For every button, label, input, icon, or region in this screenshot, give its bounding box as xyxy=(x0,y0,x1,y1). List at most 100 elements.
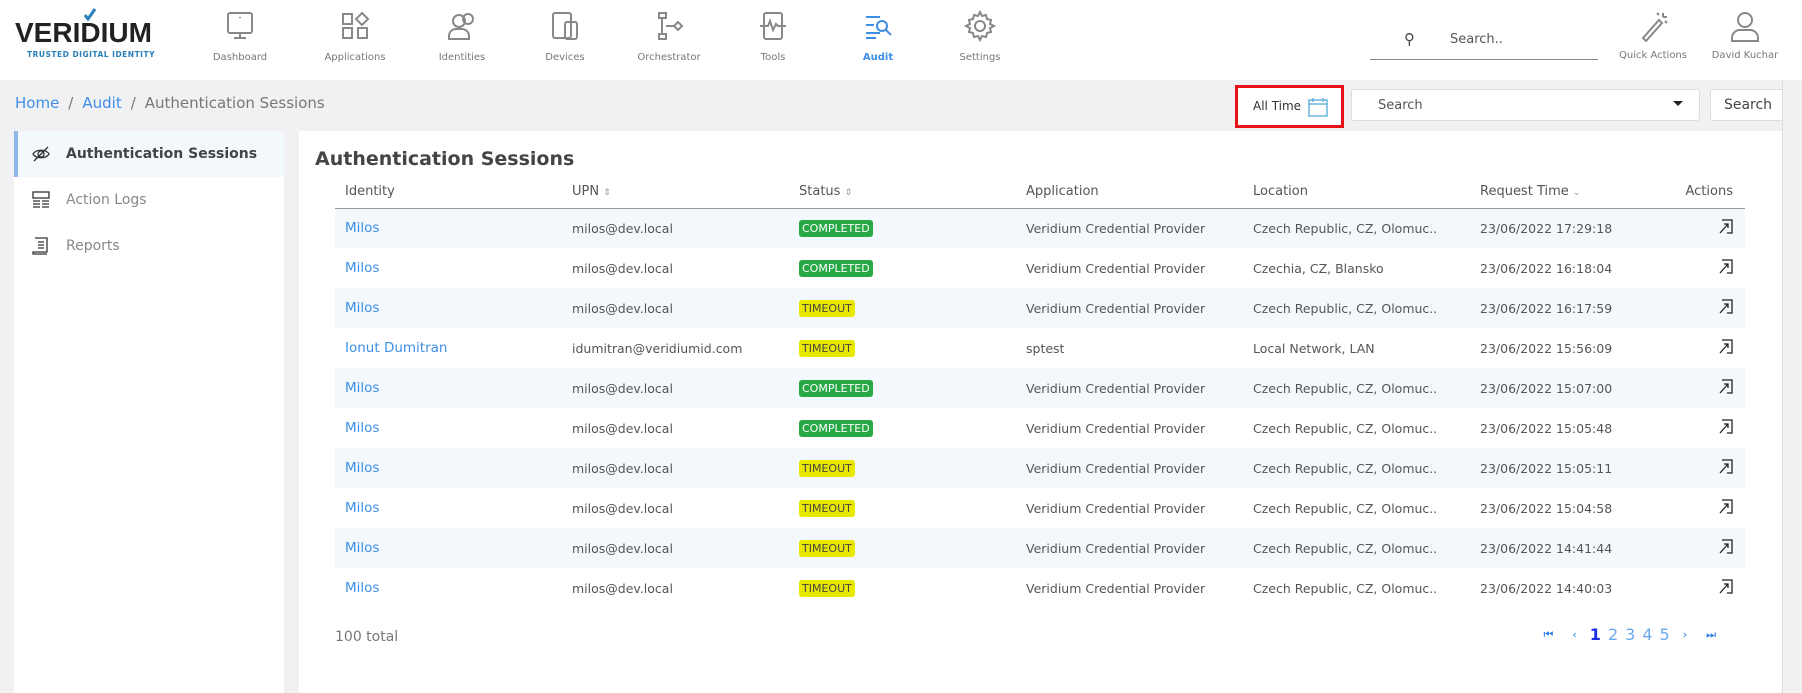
sort-desc-icon[interactable]: ⌄ xyxy=(1572,187,1581,198)
prev-page-icon[interactable]: ‹ xyxy=(1572,628,1577,641)
table-row: Milos milos@dev.local TIMEOUT Veridium C… xyxy=(335,288,1745,328)
application-cell: Veridium Credential Provider xyxy=(1016,528,1243,568)
status-badge: COMPLETED xyxy=(799,379,873,397)
col-status[interactable]: Status ⇕ xyxy=(789,175,1016,209)
status-badge: COMPLETED xyxy=(799,219,873,237)
open-details-icon[interactable] xyxy=(1719,499,1733,514)
status-cell: TIMEOUT xyxy=(789,288,1016,328)
report-icon xyxy=(32,237,48,255)
identity-link[interactable]: Milos xyxy=(335,288,562,328)
request-time-cell: 23/06/2022 16:18:04 xyxy=(1480,260,1613,276)
identity-link[interactable]: Milos xyxy=(335,528,562,568)
open-details-icon[interactable] xyxy=(1719,579,1733,594)
sidebar-item-action-logs[interactable]: Action Logs xyxy=(14,177,284,223)
upn-cell: milos@dev.local xyxy=(572,260,673,276)
nav-orchestrator[interactable]: Orchestrator xyxy=(619,10,719,63)
location-cell: Czech Republic, CZ, Olomuc.. xyxy=(1243,208,1470,248)
open-details-icon[interactable] xyxy=(1719,459,1733,474)
table-row: Milos milos@dev.local COMPLETED Veridium… xyxy=(335,208,1745,248)
search-button[interactable]: Search xyxy=(1710,89,1786,121)
breadcrumb: Home / Audit / Authentication Sessions xyxy=(15,94,325,112)
open-details-icon[interactable] xyxy=(1719,259,1733,274)
nav-audit[interactable]: Audit xyxy=(828,10,928,63)
actions-cell xyxy=(1650,248,1745,288)
breadcrumb-audit[interactable]: Audit xyxy=(82,94,122,112)
sidebar: Authentication Sessions Action Logs Repo… xyxy=(14,131,284,693)
identity-link[interactable]: Milos xyxy=(345,500,380,516)
identity-link[interactable]: Milos xyxy=(345,580,380,596)
application-cell: Veridium Credential Provider xyxy=(1016,448,1243,488)
nav-applications[interactable]: Applications xyxy=(305,10,405,63)
nav-dashboard[interactable]: Dashboard xyxy=(190,10,290,63)
table-row: Milos milos@dev.local COMPLETED Veridium… xyxy=(335,368,1745,408)
time-range-picker[interactable]: All Time xyxy=(1235,85,1344,128)
identity-link[interactable]: Milos xyxy=(335,368,562,408)
request-time-cell: 23/06/2022 14:40:03 xyxy=(1480,580,1613,596)
col-location: Location xyxy=(1243,175,1470,209)
eye-slash-icon xyxy=(32,146,50,162)
table-row: Milos milos@dev.local COMPLETED Veridium… xyxy=(335,408,1745,448)
upn-cell: milos@dev.local xyxy=(572,580,673,596)
top-header: VERIDIUM TRUSTED DIGITAL IDENTITY Dashbo… xyxy=(0,0,1802,80)
status-cell: TIMEOUT xyxy=(789,528,1016,568)
identity-link[interactable]: Ionut Dumitran xyxy=(345,340,448,356)
request-time-cell: 23/06/2022 16:17:59 xyxy=(1470,288,1650,328)
breadcrumb-home[interactable]: Home xyxy=(15,94,60,112)
search-icon: ⚲ xyxy=(1404,30,1415,48)
application-cell: Veridium Credential Provider xyxy=(1016,288,1243,328)
user-menu-button[interactable]: David Kuchar xyxy=(1700,10,1790,61)
location-cell: Czech Republic, CZ, Olomuc.. xyxy=(1253,580,1438,596)
nav-settings[interactable]: Settings xyxy=(930,10,1030,63)
last-page-icon[interactable]: ⏭ xyxy=(1706,627,1716,641)
application-cell: sptest xyxy=(1026,340,1065,356)
application-cell: Veridium Credential Provider xyxy=(1026,580,1206,596)
header-search-input[interactable]: ⚲ Search.. xyxy=(1370,24,1598,60)
identity-link[interactable]: Milos xyxy=(335,208,562,248)
location-cell: Czech Republic, CZ, Olomuc.. xyxy=(1253,420,1438,436)
table-row: Milos milos@dev.local TIMEOUT Veridium C… xyxy=(335,488,1745,528)
page-4[interactable]: 4 xyxy=(1642,625,1653,644)
status-badge: TIMEOUT xyxy=(799,579,855,597)
identity-link[interactable]: Milos xyxy=(345,260,380,276)
status-badge: TIMEOUT xyxy=(799,339,855,357)
page-2[interactable]: 2 xyxy=(1607,625,1619,644)
sort-icon[interactable]: ⇕ xyxy=(603,187,611,198)
open-details-icon[interactable] xyxy=(1719,339,1733,354)
identity-link[interactable]: Milos xyxy=(335,448,562,488)
identity-link[interactable]: Milos xyxy=(345,420,380,436)
nav-identities[interactable]: Identities xyxy=(412,10,512,63)
application-cell: Veridium Credential Provider xyxy=(1016,208,1243,248)
actions-cell xyxy=(1650,208,1745,248)
page-5[interactable]: 5 xyxy=(1659,625,1670,644)
location-cell: Czech Republic, CZ, Olomuc.. xyxy=(1243,448,1470,488)
search-select[interactable]: Search xyxy=(1351,89,1700,121)
status-cell: COMPLETED xyxy=(789,368,1016,408)
table-row: Milos milos@dev.local TIMEOUT Veridium C… xyxy=(335,568,1745,608)
sort-icon[interactable]: ⇕ xyxy=(844,187,853,198)
first-page-icon[interactable]: ⏮ xyxy=(1543,627,1554,641)
sidebar-item-reports[interactable]: Reports xyxy=(14,223,284,269)
nav-tools[interactable]: Tools xyxy=(723,10,823,63)
calendar-icon xyxy=(1308,98,1328,117)
scrollbar[interactable] xyxy=(1782,80,1802,693)
open-details-icon[interactable] xyxy=(1719,419,1733,434)
status-badge: TIMEOUT xyxy=(799,499,855,517)
sidebar-item-authentication-sessions[interactable]: Authentication Sessions xyxy=(14,131,284,177)
request-time-cell: 23/06/2022 15:04:58 xyxy=(1480,500,1613,516)
open-details-icon[interactable] xyxy=(1719,379,1733,394)
open-details-icon[interactable] xyxy=(1719,219,1733,234)
status-badge: COMPLETED xyxy=(799,419,873,437)
veridium-logo[interactable]: VERIDIUM TRUSTED DIGITAL IDENTITY xyxy=(15,8,165,59)
open-details-icon[interactable] xyxy=(1719,299,1733,314)
quick-actions-button[interactable]: Quick Actions xyxy=(1608,10,1698,61)
col-upn[interactable]: UPN ⇕ xyxy=(562,175,789,209)
nav-devices[interactable]: Devices xyxy=(515,10,615,63)
location-cell: Czechia, CZ, Blansko xyxy=(1253,260,1384,276)
application-cell: Veridium Credential Provider xyxy=(1016,368,1243,408)
page-1[interactable]: 1 xyxy=(1589,625,1601,644)
page-3[interactable]: 3 xyxy=(1625,625,1636,644)
upn-cell: milos@dev.local xyxy=(572,500,673,516)
open-details-icon[interactable] xyxy=(1719,539,1733,554)
col-request-time[interactable]: Request Time ⌄ xyxy=(1470,175,1650,209)
next-page-icon[interactable]: › xyxy=(1682,628,1688,641)
